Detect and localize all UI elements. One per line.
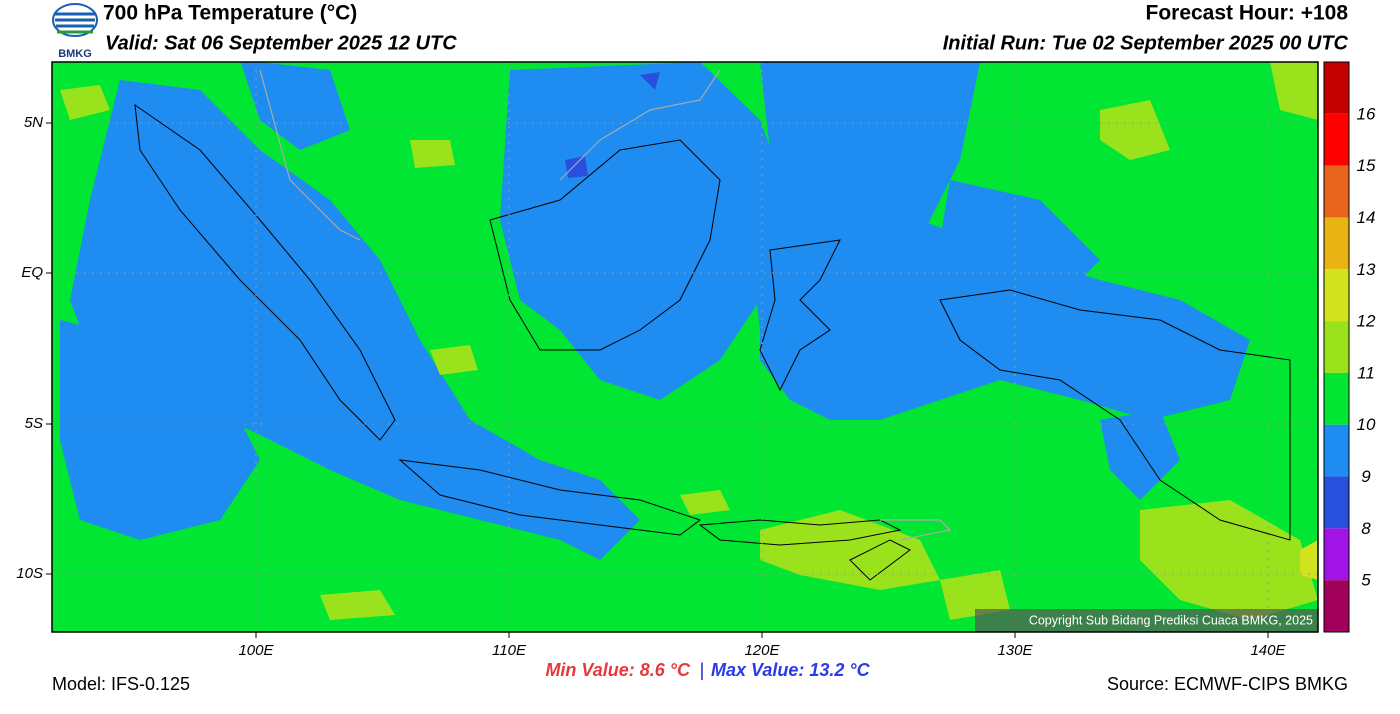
lon-label: 140E xyxy=(1250,642,1286,659)
borders xyxy=(259,69,952,541)
initial-run: Initial Run: Tue 02 September 2025 00 UT… xyxy=(943,32,1349,54)
colorbar-label: 11 xyxy=(1357,363,1375,382)
colorbar-segment xyxy=(1324,113,1349,166)
colorbar-segment xyxy=(1324,217,1349,270)
lat-label: 5N xyxy=(24,114,43,131)
valid-time: Valid: Sat 06 September 2025 12 UTC xyxy=(105,32,457,54)
colorbar-segment xyxy=(1324,372,1349,425)
colorbar-label: 10 xyxy=(1357,415,1376,434)
colorbar-label: 15 xyxy=(1357,156,1376,175)
colorbar-segment xyxy=(1324,269,1349,322)
min-value: Min Value: 8.6 °C xyxy=(545,660,691,680)
colorbar-label: 14 xyxy=(1357,208,1376,227)
lon-label: 110E xyxy=(492,642,527,659)
colorbar-label: 13 xyxy=(1357,260,1376,279)
copyright: Copyright Sub Bidang Prediksi Cuaca BMKG… xyxy=(1029,613,1313,627)
lat-label: 5S xyxy=(25,415,43,432)
lat-label: EQ xyxy=(21,264,43,281)
cold-field xyxy=(60,62,1250,560)
lon-label: 120E xyxy=(744,642,780,659)
max-value: Max Value: 13.2 °C xyxy=(711,660,871,680)
separator: | xyxy=(700,660,705,680)
logo-text: BMKG xyxy=(58,48,92,60)
model: Model: IFS-0.125 xyxy=(52,674,190,694)
colorbar: 16 15 14 13 12 11 10 9 8 5 xyxy=(1323,61,1376,633)
colorbar-label: 16 xyxy=(1357,104,1376,123)
copyright-box xyxy=(975,609,1318,632)
colorbar-segment xyxy=(1324,165,1349,218)
colorbar-segment xyxy=(1324,476,1349,529)
colorbar-label: 8 xyxy=(1361,519,1371,538)
colorbar-segment xyxy=(1324,62,1349,114)
colorbar-frame xyxy=(1323,61,1350,633)
graticule xyxy=(52,62,1318,632)
warm-field xyxy=(60,62,1318,620)
lat-label: 10S xyxy=(16,565,43,582)
colorbar-segment xyxy=(1324,424,1349,477)
lon-label: 100E xyxy=(238,642,274,659)
colorbar-label: 5 xyxy=(1361,571,1371,590)
colorbar-label: 12 xyxy=(1357,312,1376,331)
forecast-hour: Forecast Hour: +108 xyxy=(1146,2,1349,25)
colorbar-segment xyxy=(1324,321,1349,373)
lon-label: 130E xyxy=(997,642,1033,659)
cold-spots xyxy=(565,72,660,178)
map: Copyright Sub Bidang Prediksi Cuaca BMKG… xyxy=(52,62,1318,632)
coastlines xyxy=(134,103,1291,581)
warm-spot xyxy=(1300,540,1318,580)
logo xyxy=(52,3,98,37)
colorbar-label: 9 xyxy=(1361,467,1371,486)
title: 700 hPa Temperature (°C) xyxy=(103,2,357,25)
colorbar-segment xyxy=(1324,580,1349,632)
map-frame xyxy=(51,61,1319,633)
colorbar-segment xyxy=(1324,528,1349,581)
source: Source: ECMWF-CIPS BMKG xyxy=(1107,674,1348,694)
